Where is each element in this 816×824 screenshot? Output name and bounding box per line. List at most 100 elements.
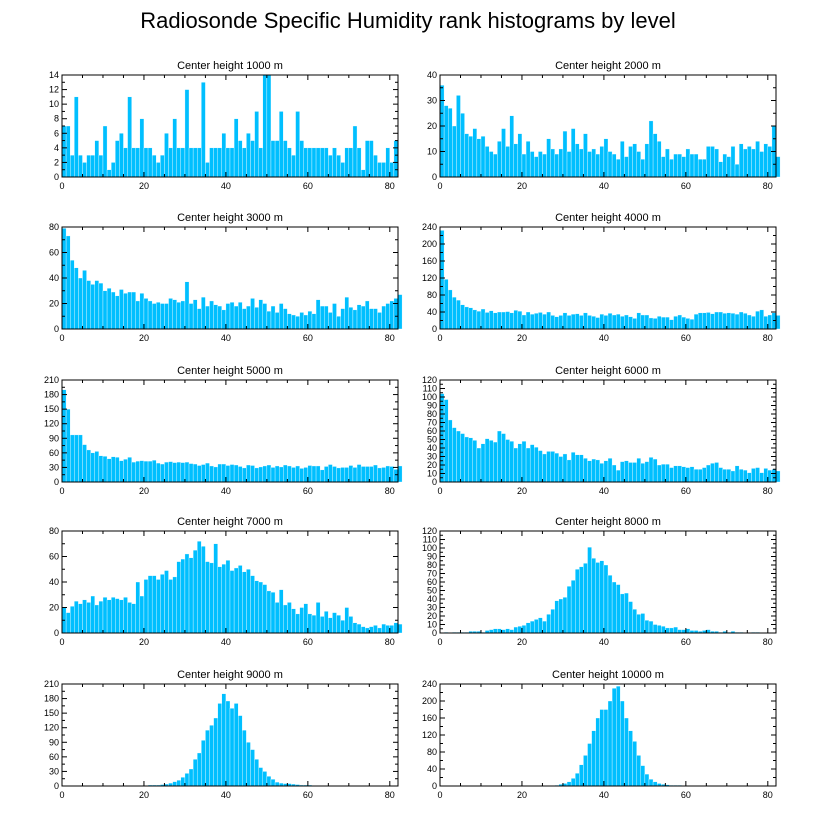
bar bbox=[385, 625, 390, 634]
bar bbox=[242, 147, 247, 178]
bar bbox=[299, 607, 304, 634]
y-tick-label: 8 bbox=[54, 114, 59, 124]
bar bbox=[188, 463, 194, 483]
bar bbox=[172, 118, 177, 178]
bar bbox=[389, 162, 395, 178]
bar bbox=[110, 597, 116, 634]
bar bbox=[262, 771, 268, 787]
bar bbox=[616, 158, 621, 178]
x-tick-label: 20 bbox=[517, 790, 527, 800]
bar bbox=[575, 454, 580, 483]
bar bbox=[143, 298, 149, 330]
bar bbox=[591, 148, 596, 178]
bar bbox=[628, 316, 633, 330]
x-tick-label: 60 bbox=[303, 637, 313, 647]
bar bbox=[566, 315, 572, 330]
bar bbox=[393, 469, 399, 483]
bar bbox=[710, 313, 715, 330]
bar bbox=[595, 717, 600, 787]
bar bbox=[534, 619, 539, 634]
bar bbox=[283, 140, 288, 178]
bar bbox=[656, 316, 662, 330]
y-tick-label: 40 bbox=[427, 443, 437, 453]
bar bbox=[587, 315, 592, 330]
bar bbox=[566, 459, 572, 483]
bar bbox=[570, 313, 576, 330]
bar bbox=[583, 458, 588, 483]
bar bbox=[360, 626, 366, 634]
bar bbox=[628, 601, 633, 634]
bar bbox=[242, 308, 247, 330]
bar bbox=[616, 685, 621, 787]
bar bbox=[360, 305, 366, 330]
bar bbox=[332, 147, 337, 178]
bar bbox=[747, 146, 752, 178]
bar bbox=[448, 107, 453, 178]
bar bbox=[192, 147, 198, 178]
bar bbox=[718, 467, 723, 483]
bar bbox=[599, 463, 605, 483]
y-tick-label: 60 bbox=[49, 752, 59, 762]
bar bbox=[172, 299, 177, 330]
bar bbox=[332, 303, 337, 330]
bar bbox=[525, 141, 531, 178]
bar bbox=[238, 715, 243, 787]
bar bbox=[652, 781, 658, 787]
y-tick-label: 10 bbox=[427, 469, 437, 479]
bar bbox=[221, 563, 227, 634]
bar bbox=[221, 309, 227, 330]
y-tick-label: 100 bbox=[422, 392, 437, 402]
bar bbox=[546, 451, 551, 483]
bar bbox=[640, 158, 646, 178]
bar bbox=[677, 465, 682, 483]
bar bbox=[156, 162, 161, 178]
bar bbox=[164, 303, 169, 330]
bar bbox=[233, 567, 239, 634]
bar bbox=[550, 451, 555, 483]
bar bbox=[546, 311, 551, 330]
bar bbox=[65, 408, 71, 483]
y-tick-label: 40 bbox=[49, 577, 59, 587]
bar bbox=[497, 141, 502, 178]
bar bbox=[307, 613, 313, 634]
x-tick-label: 80 bbox=[763, 637, 773, 647]
y-tick-label: 40 bbox=[427, 307, 437, 317]
x-tick-label: 80 bbox=[763, 333, 773, 343]
bar bbox=[381, 467, 386, 483]
panel-9: 0 20 40 60 80 0 30 60 90 120 150 180 210 Center heigh… bbox=[44, 669, 399, 800]
bar bbox=[266, 464, 272, 483]
bar bbox=[562, 597, 568, 634]
bar bbox=[726, 469, 732, 483]
bar bbox=[443, 105, 449, 178]
bar bbox=[262, 74, 268, 178]
bar bbox=[246, 742, 251, 787]
bar bbox=[274, 140, 280, 178]
bar bbox=[192, 759, 198, 787]
x-tick-label: 40 bbox=[599, 181, 609, 191]
bar bbox=[685, 318, 691, 330]
x-tick-label: 80 bbox=[763, 181, 773, 191]
bar bbox=[738, 311, 744, 330]
bar bbox=[583, 312, 588, 330]
bar bbox=[233, 703, 239, 787]
y-tick-label: 0 bbox=[432, 781, 437, 791]
bar bbox=[710, 463, 715, 483]
bar bbox=[652, 133, 658, 178]
bar bbox=[538, 312, 543, 330]
bar bbox=[476, 447, 482, 483]
y-tick-label: 40 bbox=[49, 273, 59, 283]
bar bbox=[119, 460, 124, 483]
bar bbox=[517, 310, 523, 330]
bar bbox=[90, 284, 95, 330]
bar bbox=[393, 622, 399, 634]
x-tick-label: 0 bbox=[437, 486, 442, 496]
bar bbox=[229, 570, 235, 634]
bar bbox=[656, 464, 662, 483]
bar bbox=[238, 565, 243, 634]
panel-1: 0 20 40 60 80 0 2 4 6 8 10 12 14 Center height 1000 m bbox=[49, 60, 399, 191]
bar bbox=[127, 457, 132, 483]
bar bbox=[464, 306, 469, 330]
x-tick-label: 80 bbox=[763, 486, 773, 496]
bar bbox=[673, 626, 678, 634]
bar bbox=[648, 317, 654, 330]
